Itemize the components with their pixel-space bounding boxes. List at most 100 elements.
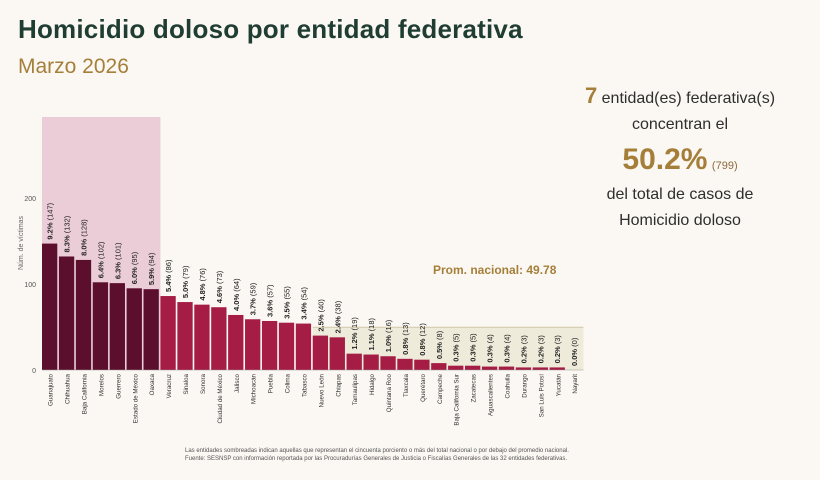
category-label: Guerrero [115, 373, 122, 398]
data-label: 9.2% (147) [46, 202, 55, 239]
data-label: 1.1% (18) [367, 317, 376, 350]
data-label: 3.7% (59) [249, 282, 258, 315]
data-label: 0.3% (5) [469, 333, 478, 362]
bar-chihuahua [58, 256, 75, 370]
category-label: Tabasco [301, 373, 308, 397]
data-label: 0.3% (4) [502, 334, 511, 363]
category-label: Sonora [200, 373, 207, 394]
y-axis-label: Núm. de víctimas [18, 215, 25, 270]
category-label: Nayarit [572, 374, 579, 394]
bar-campeche [431, 363, 447, 370]
bar-sinaloa [177, 302, 193, 370]
category-label: Veracruz [166, 374, 173, 398]
bar-puebla [261, 320, 278, 370]
bar-morelos [92, 282, 109, 370]
data-label: 0.5% (8) [435, 330, 444, 359]
category-label: Guanajuato [48, 373, 55, 406]
summary-cases: (799) [711, 160, 738, 172]
bar-sonora [194, 304, 210, 370]
data-label: 4.8% (76) [198, 268, 207, 301]
data-label: 2.4% (38) [333, 300, 342, 333]
data-label: 0.0% (0) [570, 337, 579, 366]
category-label: Chiapas [335, 374, 342, 397]
data-label: 5.0% (79) [181, 265, 190, 298]
category-label: Ciudad de México [217, 373, 224, 423]
data-label: 3.4% (54) [299, 287, 308, 320]
category-label: Hidalgo [369, 373, 376, 395]
bar-zacatecas [465, 365, 481, 370]
data-label: 4.6% (73) [215, 270, 224, 303]
bar-aguascalientes [481, 366, 498, 370]
page-title: Homicidio doloso por entidad federativa [18, 14, 523, 44]
category-label: Querétaro [420, 373, 427, 401]
category-label: Campeche [437, 373, 444, 403]
bar-durango [515, 367, 532, 370]
data-label: 5.9% (94) [147, 252, 156, 285]
bar-tamaulipas [346, 353, 362, 370]
data-label: 6.3% (101) [113, 242, 122, 279]
summary-line4: Homicidio doloso [619, 212, 741, 229]
data-label: 2.5% (40) [316, 299, 325, 332]
data-label: 4.0% (64) [232, 278, 241, 311]
summary-line3: del total de casos de [606, 186, 754, 203]
bar-oaxaca [143, 289, 159, 370]
footnote-line2: Fuente: SESNSP con información reportada… [185, 456, 568, 462]
bar-ciudad-de-m-xico [211, 307, 227, 370]
data-label: 0.3% (5) [452, 333, 461, 362]
category-label: Michoacán [251, 373, 258, 403]
category-label: San Luis Potosí [538, 374, 545, 418]
category-label: Estado de México [132, 373, 139, 423]
bar-michoac-n [245, 319, 261, 370]
category-label: Zacatecas [471, 374, 478, 403]
data-label: 1.2% (19) [350, 317, 359, 350]
bar-chiapas [329, 337, 345, 370]
category-label: Puebla [268, 373, 275, 393]
category-label: Sinaloa [183, 373, 190, 394]
bar-estado-de-m-xico [126, 288, 142, 370]
category-label: Chihuahua [65, 373, 72, 403]
data-label: 5.4% (86) [164, 259, 173, 292]
data-label: 0.8% (12) [418, 323, 427, 356]
summary-count: 7 [584, 83, 598, 108]
category-label: Tamaulipas [352, 374, 359, 405]
average-label: Prom. nacional: 49.78 [433, 263, 557, 277]
category-label: Oaxaca [149, 373, 156, 395]
bar-quintana-roo [380, 356, 396, 370]
summary-line2: concentran el [631, 116, 729, 133]
data-label: 0.2% (3) [553, 335, 562, 364]
category-label: Yucatán [555, 373, 562, 396]
bar-baja-california-sur [448, 365, 464, 370]
data-label: 0.3% (4) [486, 334, 495, 363]
category-label: Colima [285, 373, 292, 393]
data-label: 8.3% (132) [63, 215, 72, 252]
bar-yucat-n [549, 367, 565, 370]
footnote-line1: Las entidades sombreadas indican aquella… [185, 448, 569, 454]
data-label: 0.2% (3) [519, 335, 528, 364]
summary-panel: 7 entidad(es) federativa(s) concentran e… [555, 83, 805, 234]
y-tick-label: 0 [32, 368, 36, 375]
category-label: Jalisco [234, 373, 241, 392]
bar-veracruz [160, 296, 176, 370]
category-label: Durango [521, 373, 528, 397]
bar-san-luis-potos- [532, 367, 548, 370]
category-label: Aguascalientes [488, 374, 495, 416]
bar-baja-california [75, 259, 92, 370]
bar-tabasco [295, 323, 312, 370]
category-label: Quintana Roo [386, 373, 393, 412]
data-label: 3.6% (57) [266, 284, 275, 317]
bar-colima [278, 322, 295, 370]
data-label: 0.2% (3) [536, 335, 545, 364]
summary-line1: entidad(es) federativa(s) [601, 90, 776, 107]
page-subtitle: Marzo 2026 [18, 55, 129, 78]
data-label: 6.0% (95) [130, 251, 139, 284]
category-label: Tlaxcala [403, 373, 410, 397]
data-label: 1.0% (16) [384, 319, 393, 352]
footnote: Las entidades sombreadas indican aquella… [185, 447, 655, 463]
data-label: 8.0% (128) [79, 219, 88, 256]
category-label: Coahuila [504, 373, 511, 398]
bar-tlaxcala [397, 358, 413, 370]
data-label: 3.5% (55) [283, 286, 292, 319]
bar-coahuila [498, 366, 515, 370]
data-label: 6.4% (102) [96, 241, 105, 278]
